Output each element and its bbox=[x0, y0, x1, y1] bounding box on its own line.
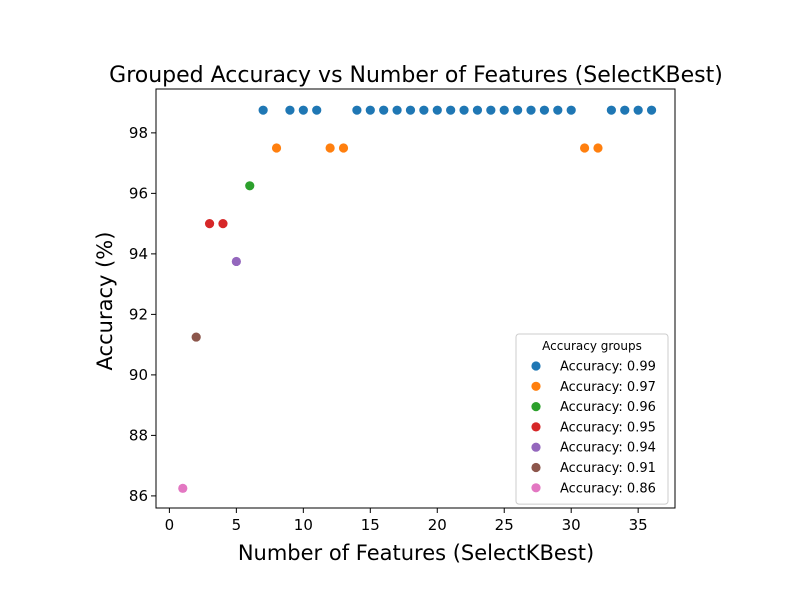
data-point bbox=[338, 143, 349, 153]
data-point bbox=[486, 105, 496, 115]
legend-marker bbox=[531, 462, 541, 473]
data-point bbox=[553, 105, 563, 115]
data-point bbox=[285, 105, 295, 115]
data-point bbox=[513, 105, 523, 115]
x-tick-label: 5 bbox=[232, 516, 242, 534]
x-tick-label: 25 bbox=[495, 516, 514, 534]
data-point bbox=[231, 256, 241, 267]
legend-label: Accuracy: 0.94 bbox=[560, 441, 656, 456]
x-tick-label: 30 bbox=[562, 516, 581, 534]
data-point bbox=[620, 105, 630, 115]
legend-marker bbox=[531, 361, 541, 371]
data-point bbox=[472, 105, 483, 115]
y-tick-label: 90 bbox=[129, 366, 148, 384]
legend-title: Accuracy groups bbox=[542, 339, 642, 353]
data-point bbox=[419, 105, 429, 115]
data-point bbox=[298, 105, 308, 115]
chart-title: Grouped Accuracy vs Number of Features (… bbox=[109, 63, 723, 88]
data-point bbox=[606, 105, 616, 115]
legend-label: Accuracy: 0.97 bbox=[560, 380, 656, 395]
y-tick-label: 98 bbox=[129, 124, 148, 142]
data-point bbox=[325, 143, 335, 153]
data-point bbox=[499, 105, 509, 115]
data-point bbox=[271, 143, 282, 153]
data-point bbox=[566, 105, 576, 115]
data-point bbox=[365, 105, 375, 115]
data-point bbox=[352, 105, 362, 115]
data-point bbox=[178, 483, 188, 493]
legend-marker bbox=[531, 422, 541, 432]
x-tick-label: 35 bbox=[629, 516, 648, 534]
data-point bbox=[312, 105, 322, 115]
legend-marker bbox=[531, 442, 541, 452]
legend: Accuracy groups Accuracy: 0.99 Accuracy: 0… bbox=[515, 333, 669, 505]
data-point bbox=[593, 143, 603, 153]
legend-marker bbox=[531, 381, 541, 391]
legend-marker bbox=[531, 402, 541, 412]
x-tick-label: 10 bbox=[294, 516, 313, 534]
legend-box bbox=[515, 333, 669, 505]
data-point bbox=[432, 105, 442, 115]
data-point bbox=[526, 105, 536, 115]
data-point bbox=[633, 105, 643, 115]
data-point bbox=[191, 332, 201, 342]
legend-label: Accuracy: 0.86 bbox=[560, 481, 656, 496]
y-tick-label: 96 bbox=[129, 184, 148, 202]
data-point bbox=[459, 105, 469, 115]
legend-label: Accuracy: 0.96 bbox=[560, 400, 656, 415]
x-axis-label: Number of Features (SelectKBest) bbox=[238, 541, 594, 565]
data-point bbox=[446, 105, 456, 115]
plot-frame bbox=[155, 88, 676, 509]
y-tick-label: 86 bbox=[129, 487, 148, 505]
data-point bbox=[204, 219, 215, 229]
data-point bbox=[646, 105, 657, 115]
data-point bbox=[245, 181, 255, 191]
data-points bbox=[178, 105, 657, 493]
legend-marker bbox=[531, 483, 541, 493]
y-tick-label: 92 bbox=[129, 305, 148, 323]
legend-label: Accuracy: 0.95 bbox=[560, 420, 656, 435]
y-tick-label: 94 bbox=[129, 245, 148, 263]
data-point bbox=[392, 105, 402, 115]
data-point bbox=[579, 143, 590, 153]
legend-label: Accuracy: 0.91 bbox=[560, 461, 656, 476]
x-tick-label: 15 bbox=[361, 516, 380, 534]
data-point bbox=[258, 105, 268, 115]
data-point bbox=[539, 105, 550, 115]
x-tick-label: 20 bbox=[428, 516, 447, 534]
x-tick-label: 0 bbox=[165, 516, 175, 534]
axis-ticks: 0 5 10 15 20 25 30 35 86 88 90 92 94 96 98 bbox=[129, 124, 648, 534]
data-point bbox=[218, 219, 228, 229]
y-axis-label: Accuracy (%) bbox=[93, 232, 117, 371]
data-point bbox=[405, 105, 416, 115]
y-tick-label: 88 bbox=[129, 426, 148, 444]
data-point bbox=[379, 105, 389, 115]
legend-label: Accuracy: 0.99 bbox=[560, 360, 656, 375]
